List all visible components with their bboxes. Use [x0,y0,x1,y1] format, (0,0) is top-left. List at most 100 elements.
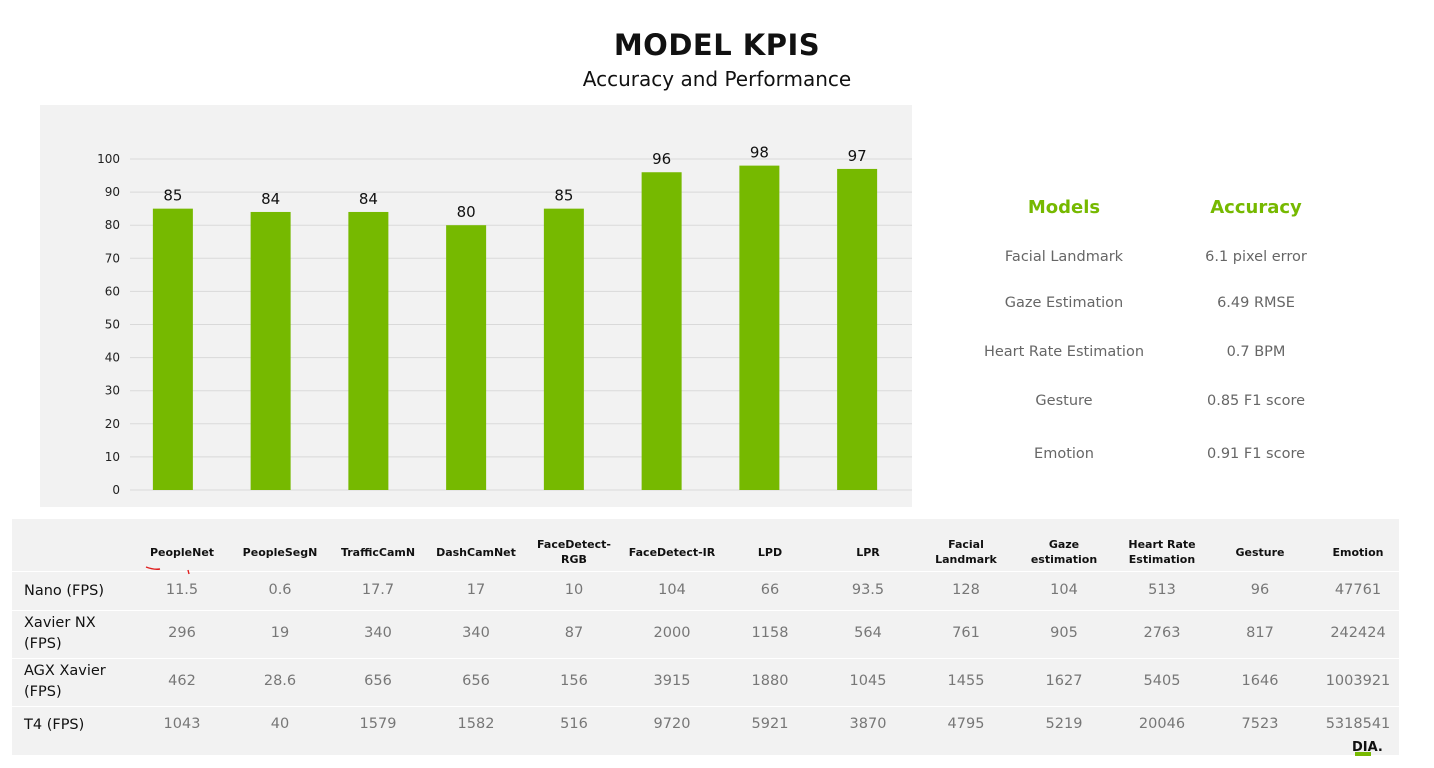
perf-cell: 128 [952,582,980,598]
perf-cell: 10 [564,582,584,598]
perf-cell: 17 [466,582,486,598]
perf-cell: 564 [854,625,882,641]
perf-cell: 516 [560,716,588,732]
perf-cell: 5318541 [1325,716,1391,732]
data-label: 84 [359,190,378,208]
perf-cell: 513 [1148,582,1176,598]
perf-column-header: LPD [757,545,783,559]
y-tick-label: 80 [105,218,120,232]
accuracy-header-0: Models [1027,197,1101,218]
perf-row-label: Xavier NX (FPS) [24,615,96,652]
row-separator [12,706,1399,707]
row-separator [12,610,1399,611]
perf-cell: 7523 [1241,716,1279,732]
perf-cell: 9720 [653,716,691,732]
brand-logo-mark [1355,752,1371,756]
perf-cell: 462 [168,673,196,689]
perf-cell: 93.5 [851,582,885,598]
perf-cell: 340 [462,625,490,641]
y-tick-label: 90 [105,185,120,199]
perf-column-header: Gesture [1235,545,1285,559]
red-ink-mark [145,566,190,575]
perf-column-header: PeopleSegN [242,545,318,559]
perf-column-header: PeopleNet [149,545,215,559]
perf-cell: 1158 [751,625,789,641]
perf-cell: 5219 [1045,716,1083,732]
accuracy-table: Models Accuracy Facial Landmark 6.1 pixel e… [934,165,1404,510]
perf-cell: 47761 [1334,582,1382,598]
y-tick-label: 30 [105,384,120,398]
perf-cell: 817 [1246,625,1274,641]
bar-peoplesegn [250,211,291,490]
perf-cell: 340 [364,625,392,641]
page-title: MODEL KPIS [613,28,821,62]
accuracy-bar-chart: 0 10 20 30 40 50 60 70 80 90 100 85 84 84 80 85 96 98 97 [40,105,912,507]
perf-column-header: FaceDetect-IR [628,545,716,559]
perf-column-header: DashCamNet [436,545,516,559]
perf-cell: 1045 [849,673,887,689]
accuracy-value: 6.49 RMSE [1217,295,1295,311]
perf-cell: 66 [760,582,780,598]
perf-cell: 656 [462,673,490,689]
bar-chart-svg: 0 10 20 30 40 50 60 70 80 90 100 85 84 84 80 85 96 98 97 [97,144,912,497]
perf-column-header: LPR [856,545,880,559]
y-tick-label: 100 [97,152,120,166]
perf-column-header: Emotion [1332,545,1384,559]
page-subtitle: Accuracy and Performance [582,67,852,91]
perf-column-header: Gaze estimation [1030,538,1098,566]
y-tick-label: 60 [105,284,120,298]
accuracy-model-name: Gaze Estimation [1004,295,1124,311]
perf-row-label: AGX Xavier (FPS) [24,663,106,700]
perf-cell: 656 [364,673,392,689]
perf-column-header: FaceDetect- RGB [537,538,611,566]
perf-cell: 2763 [1143,625,1181,641]
accuracy-model-name: Gesture [1035,393,1093,409]
bar-peoplenet [152,208,193,490]
data-label: 84 [261,190,280,208]
accuracy-value: 0.7 BPM [1226,344,1286,360]
perf-column-header: TrafficCamN [340,545,416,559]
data-label: 98 [750,144,769,162]
accuracy-value: 6.1 pixel error [1205,249,1307,265]
perf-cell: 3870 [849,716,887,732]
perf-column-header: Facial Landmark [935,538,997,566]
perf-cell: 3915 [653,673,691,689]
y-tick-label: 20 [105,417,120,431]
perf-cell: 104 [1050,582,1078,598]
perf-cell: 28.6 [263,673,297,689]
perf-cell: 1455 [947,673,985,689]
perf-row-label: Nano (FPS) [24,582,105,599]
perf-cell: 4795 [947,716,985,732]
y-tick-label: 70 [105,251,120,265]
perf-cell: 156 [560,673,588,689]
perf-cell: 0.6 [268,582,292,598]
performance-table: PeopleNet PeopleSegN TrafficCamN DashCamNet… [12,519,1399,755]
perf-cell: 1579 [359,716,397,732]
bar-lpr [837,168,878,490]
perf-row-label: T4 (FPS) [24,716,85,733]
perf-cell: 2000 [653,625,691,641]
accuracy-value: 0.91 F1 score [1206,446,1306,462]
bar-trafficcamn [348,211,389,490]
data-label: 96 [652,150,671,168]
perf-cell: 905 [1050,625,1078,641]
perf-cell: 96 [1250,582,1270,598]
row-separator [12,571,1399,572]
perf-cell: 87 [564,625,584,641]
y-tick-label: 40 [105,351,120,365]
perf-cell: 5405 [1143,673,1181,689]
accuracy-model-name: Heart Rate Estimation [983,344,1145,360]
data-label: 85 [163,187,182,205]
accuracy-model-name: Facial Landmark [1004,249,1124,265]
perf-cell: 5921 [751,716,789,732]
perf-cell: 17.7 [361,582,395,598]
perf-cell: 1627 [1045,673,1083,689]
bar-dashcamnet [446,225,487,490]
perf-cell: 761 [952,625,980,641]
bar-facedetect-rgb [543,208,584,490]
y-tick-label: 50 [105,318,120,332]
perf-cell: 20046 [1138,716,1186,732]
perf-column-header: Heart Rate Estimation [1128,538,1196,566]
perf-cell: 296 [168,625,196,641]
accuracy-header-1: Accuracy [1210,197,1302,218]
